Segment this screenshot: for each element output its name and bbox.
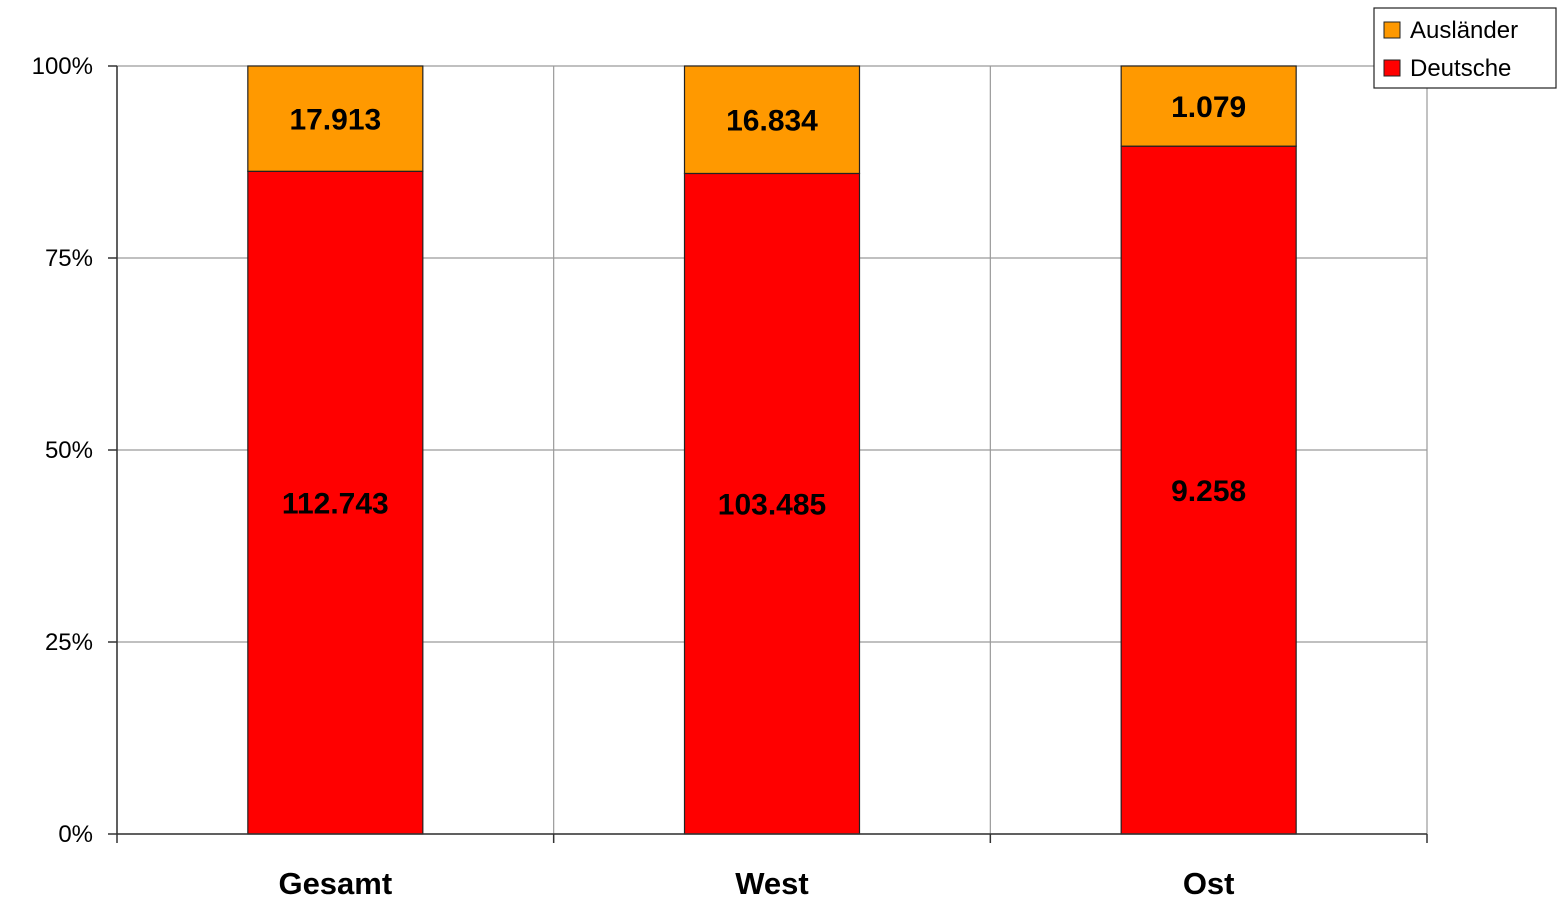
bar-segment-auslnder-gesamt	[247, 65, 424, 172]
x-category-label: West	[735, 866, 809, 900]
bar-segment-deutsche-ost	[1120, 145, 1297, 835]
y-tick-label: 75%	[45, 245, 93, 272]
bar-segment-deutsche-gesamt	[247, 170, 424, 835]
y-tick-label: 25%	[45, 629, 93, 656]
bar-segment-auslnder-west	[683, 65, 861, 175]
legend: Ausländer Deutsche	[1373, 7, 1557, 89]
data-label: 9.258	[1171, 475, 1246, 508]
x-category-label: Ost	[1183, 866, 1235, 900]
data-label: 16.834	[726, 105, 818, 138]
data-label: 1.079	[1171, 91, 1246, 124]
y-tick-label: 0%	[58, 821, 93, 848]
data-label: 103.485	[718, 489, 826, 522]
y-axis: 0% 25% 50% 75% 100%	[32, 53, 118, 848]
y-tick-label: 100%	[32, 53, 93, 80]
legend-swatch	[1383, 21, 1401, 39]
y-tick-label: 50%	[45, 437, 93, 464]
bars: 112.743 17.913 103.485 16.834 9.258 1.079	[247, 65, 1297, 835]
x-axis: Gesamt West Ost	[116, 833, 1428, 900]
data-label: 112.743	[282, 488, 389, 521]
x-category-label: Gesamt	[278, 866, 392, 900]
legend-label: Ausländer	[1410, 17, 1518, 44]
legend-swatch	[1383, 59, 1401, 77]
bar-segment-auslnder-ost	[1120, 65, 1297, 147]
legend-label: Deutsche	[1410, 55, 1511, 82]
legend-box	[1373, 7, 1557, 89]
data-label: 17.913	[289, 104, 381, 137]
bar-segment-deutsche-west	[683, 172, 861, 835]
